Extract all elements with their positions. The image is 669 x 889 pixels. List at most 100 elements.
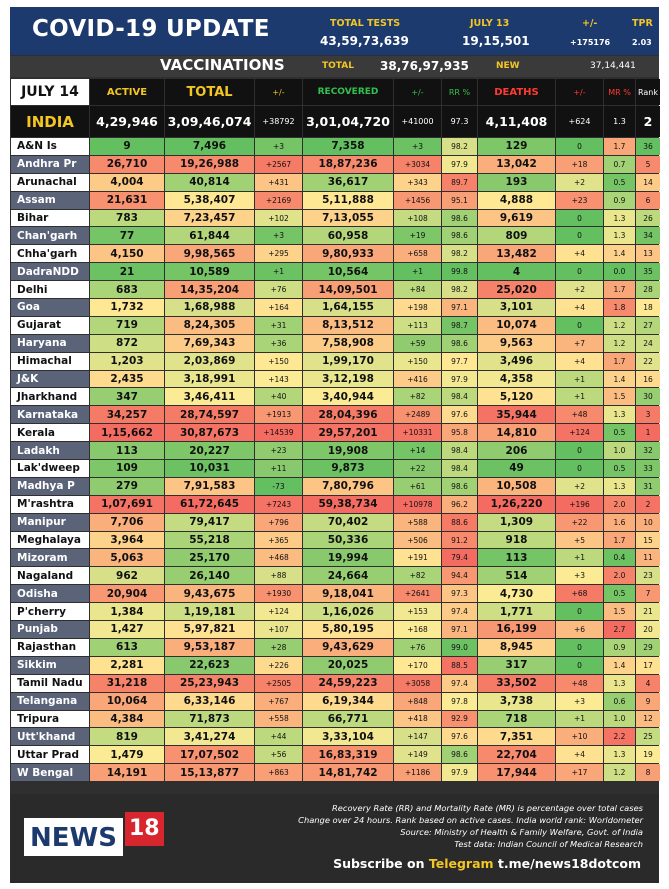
cell-rank: 29 xyxy=(636,638,660,656)
cell-recovered: 14,09,501 xyxy=(303,281,393,299)
cell-rank: 32 xyxy=(636,442,660,460)
column-date: JULY 14 xyxy=(11,79,89,105)
cell-rank: 4 xyxy=(636,674,660,692)
cell-rr: 98.6 xyxy=(442,477,477,495)
state-name: Tripura xyxy=(11,710,89,728)
tpr-value: 2.03 xyxy=(632,38,652,47)
cell-active: 4,384 xyxy=(90,710,164,728)
cell-total: 14,35,204 xyxy=(165,281,254,299)
cell-total: 61,844 xyxy=(165,227,254,245)
cell-active: 14,191 xyxy=(90,764,164,782)
cell-active: 31,218 xyxy=(90,674,164,692)
cell-rr: 97.6 xyxy=(442,728,477,746)
cell-recovered: 1,64,155 xyxy=(303,299,393,316)
state-name: Himachal xyxy=(11,352,89,370)
state-name: J&K xyxy=(11,370,89,388)
subscribe-prefix: Subscribe on xyxy=(333,856,425,871)
cell-deaths: 113 xyxy=(478,549,555,567)
vaccination-new-value: 37,14,441 xyxy=(590,61,636,71)
cell-change: +468 xyxy=(255,549,302,567)
cell-active: 21,631 xyxy=(90,191,164,209)
state-row: Ladakh 113 20,227 +23 19,908 +14 98.4 206 0 1.0 32 xyxy=(11,442,660,460)
state-name: Meghalaya xyxy=(11,531,89,549)
cell-rr: 97.9 xyxy=(442,155,477,173)
cell-change: +107 xyxy=(255,621,302,638)
logo-number: 18 xyxy=(124,812,164,846)
vaccination-bar: VACCINATIONS TOTAL 38,76,97,935 NEW 37,1… xyxy=(10,56,659,77)
cell-rr: 97.7 xyxy=(442,352,477,370)
cell-rec-change: +113 xyxy=(394,316,441,334)
covid-table: JULY 14 ACTIVE TOTAL +/- RECOVERED +/- R… xyxy=(10,78,661,782)
note-line: Recovery Rate (RR) and Mortality Rate (M… xyxy=(332,803,643,813)
cell-total: 25,170 xyxy=(165,549,254,567)
cell-recovered: 3,12,198 xyxy=(303,370,393,388)
subscribe-line: Subscribe on Telegram t.me/news18dotcom xyxy=(333,856,641,871)
cell-recovered: 70,402 xyxy=(303,513,393,531)
state-row: J&K 2,435 3,18,991 +143 3,12,198 +416 97.9 4,35… xyxy=(11,370,660,388)
state-rows: A&N Is 9 7,496 +3 7,358 +3 98.2 129 0 1.7 36 Andhra… xyxy=(11,138,660,782)
cell-rec-change: +1186 xyxy=(394,764,441,782)
cell-active: 1,15,662 xyxy=(90,424,164,442)
cell-mr: 1.0 xyxy=(604,710,635,728)
cell-change: +164 xyxy=(255,299,302,316)
top-header: COVID-19 UPDATE TOTAL TESTS 43,59,73,639… xyxy=(10,7,659,55)
cell-change: +3 xyxy=(255,138,302,155)
cell-death-change: +48 xyxy=(556,406,603,424)
cell-rank: 33 xyxy=(636,460,660,477)
note-line: Source: Ministry of Health & Family Welf… xyxy=(400,827,643,837)
cell-active: 77 xyxy=(90,227,164,245)
cell-recovered: 7,13,055 xyxy=(303,209,393,227)
telegram-link[interactable]: t.me/news18dotcom xyxy=(497,856,641,871)
cell-change: +1930 xyxy=(255,585,302,603)
cell-recovered: 19,908 xyxy=(303,442,393,460)
cell-mr: 0.5 xyxy=(604,424,635,442)
india-recovered: 3,01,04,720 xyxy=(303,106,393,137)
cell-recovered: 16,83,319 xyxy=(303,746,393,764)
cell-total: 7,23,457 xyxy=(165,209,254,227)
note-line: Change over 24 hours. Rank based on acti… xyxy=(298,815,643,825)
cell-deaths: 5,120 xyxy=(478,388,555,406)
cell-rec-change: +10978 xyxy=(394,495,441,513)
cell-total: 2,03,869 xyxy=(165,352,254,370)
column-active: ACTIVE xyxy=(90,79,164,105)
state-name: Tamil Nadu xyxy=(11,674,89,692)
tests-date-value: 19,15,501 xyxy=(462,34,530,48)
vaccination-total-value: 38,76,97,935 xyxy=(380,59,469,73)
cell-mr: 1.6 xyxy=(604,513,635,531)
state-row: Haryana 872 7,69,343 +36 7,58,908 +59 98.6 9,56… xyxy=(11,334,660,352)
cell-recovered: 24,664 xyxy=(303,567,393,585)
cell-deaths: 1,309 xyxy=(478,513,555,531)
cell-change: +36 xyxy=(255,334,302,352)
cell-deaths: 25,020 xyxy=(478,281,555,299)
state-row: Utt'khand 819 3,41,274 +44 3,33,104 +147 97.6 7… xyxy=(11,728,660,746)
cell-change: +102 xyxy=(255,209,302,227)
state-row: Chan'garh 77 61,844 +3 60,958 +19 98.6 809 0 1.3 3… xyxy=(11,227,660,245)
cell-deaths: 9,563 xyxy=(478,334,555,352)
cell-death-change: +2 xyxy=(556,281,603,299)
cell-deaths: 918 xyxy=(478,531,555,549)
cell-deaths: 13,042 xyxy=(478,155,555,173)
state-name: Utt'khand xyxy=(11,728,89,746)
column-recovered: RECOVERED xyxy=(303,79,393,105)
state-row: Tripura 4,384 71,873 +558 66,771 +418 92.9 718 +… xyxy=(11,710,660,728)
news18-logo: NEWS 18 xyxy=(24,812,164,856)
cell-recovered: 3,40,944 xyxy=(303,388,393,406)
cell-recovered: 3,33,104 xyxy=(303,728,393,746)
cell-mr: 1.4 xyxy=(604,656,635,674)
cell-death-change: +1 xyxy=(556,370,603,388)
cell-total: 7,69,343 xyxy=(165,334,254,352)
cell-rr: 79.4 xyxy=(442,549,477,567)
cell-rec-change: +10331 xyxy=(394,424,441,442)
cell-death-change: +4 xyxy=(556,746,603,764)
cell-mr: 1.4 xyxy=(604,370,635,388)
cell-active: 4,150 xyxy=(90,245,164,263)
state-row: P'cherry 1,384 1,19,181 +124 1,16,026 +153 97.… xyxy=(11,603,660,621)
cell-deaths: 3,496 xyxy=(478,352,555,370)
state-row: Andhra Pr 26,710 19,26,988 +2567 18,87,236 +3… xyxy=(11,155,660,173)
cell-rr: 98.2 xyxy=(442,138,477,155)
cell-change: +40 xyxy=(255,388,302,406)
state-row: Bihar 783 7,23,457 +102 7,13,055 +108 98.6 9,61… xyxy=(11,209,660,227)
state-name: Sikkim xyxy=(11,656,89,674)
state-name: W Bengal xyxy=(11,764,89,782)
cell-deaths: 33,502 xyxy=(478,674,555,692)
